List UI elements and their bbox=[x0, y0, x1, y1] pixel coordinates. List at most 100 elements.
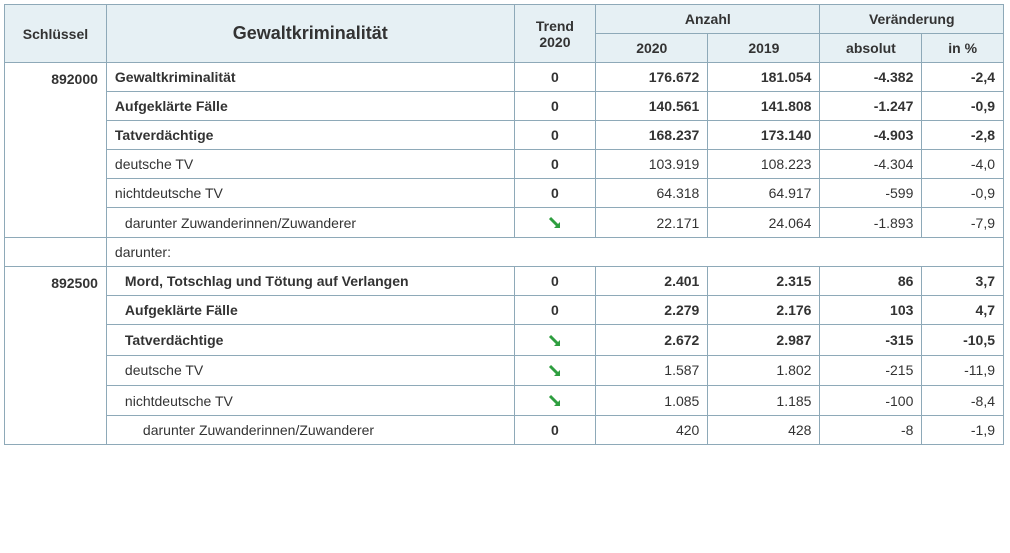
header-change: Veränderung bbox=[820, 5, 1004, 34]
value-pct: 3,7 bbox=[922, 267, 1004, 296]
header-trend: Trend 2020 bbox=[514, 5, 596, 63]
value-pct: -8,4 bbox=[922, 385, 1004, 415]
value-n2019: 1.185 bbox=[708, 385, 820, 415]
value-abs: -8 bbox=[820, 416, 922, 445]
group-key: 892000 bbox=[5, 63, 107, 238]
value-n2020: 2.279 bbox=[596, 296, 708, 325]
value-pct: -2,8 bbox=[922, 121, 1004, 150]
trend-cell: 0 bbox=[514, 63, 596, 92]
trend-cell: 0 bbox=[514, 267, 596, 296]
value-n2020: 420 bbox=[596, 416, 708, 445]
value-abs: -315 bbox=[820, 325, 922, 355]
value-n2020: 103.919 bbox=[596, 150, 708, 179]
value-abs: -599 bbox=[820, 179, 922, 208]
trend-down-icon bbox=[547, 393, 563, 409]
trend-cell: 0 bbox=[514, 296, 596, 325]
value-pct: -7,9 bbox=[922, 208, 1004, 238]
table-row: 892000Gewaltkriminalität0176.672181.054-… bbox=[5, 63, 1004, 92]
value-n2019: 24.064 bbox=[708, 208, 820, 238]
table-row: deutsche TV0103.919108.223-4.304-4,0 bbox=[5, 150, 1004, 179]
table-row: darunter Zuwanderinnen/Zuwanderer0420428… bbox=[5, 416, 1004, 445]
row-label: nichtdeutsche TV bbox=[106, 179, 514, 208]
value-n2020: 2.672 bbox=[596, 325, 708, 355]
row-label: Aufgeklärte Fälle bbox=[106, 92, 514, 121]
header-key: Schlüssel bbox=[5, 5, 107, 63]
separator-row: darunter: bbox=[5, 238, 1004, 267]
group-key: 892500 bbox=[5, 267, 107, 445]
trend-cell: 0 bbox=[514, 121, 596, 150]
trend-cell: 0 bbox=[514, 416, 596, 445]
value-abs: 86 bbox=[820, 267, 922, 296]
trend-cell bbox=[514, 355, 596, 385]
trend-cell: 0 bbox=[514, 150, 596, 179]
trend-cell bbox=[514, 325, 596, 355]
value-n2020: 22.171 bbox=[596, 208, 708, 238]
table-row: nichtdeutsche TV 1.0851.185-100-8,4 bbox=[5, 385, 1004, 415]
row-label: nichtdeutsche TV bbox=[106, 385, 514, 415]
value-n2020: 176.672 bbox=[596, 63, 708, 92]
value-n2019: 173.140 bbox=[708, 121, 820, 150]
separator-label: darunter: bbox=[106, 238, 1003, 267]
table-row: Aufgeklärte Fälle02.2792.1761034,7 bbox=[5, 296, 1004, 325]
row-label: Tatverdächtige bbox=[106, 325, 514, 355]
value-abs: -4.382 bbox=[820, 63, 922, 92]
header-pct: in % bbox=[922, 34, 1004, 63]
value-n2019: 428 bbox=[708, 416, 820, 445]
value-abs: -1.893 bbox=[820, 208, 922, 238]
trend-cell bbox=[514, 385, 596, 415]
table-row: darunter Zuwanderinnen/Zuwanderer 22.1712… bbox=[5, 208, 1004, 238]
table-row: Tatverdächtige 2.6722.987-315-10,5 bbox=[5, 325, 1004, 355]
trend-down-icon bbox=[547, 333, 563, 349]
header-abs: absolut bbox=[820, 34, 922, 63]
value-pct: -2,4 bbox=[922, 63, 1004, 92]
table-row: deutsche TV 1.5871.802-215-11,9 bbox=[5, 355, 1004, 385]
value-n2019: 64.917 bbox=[708, 179, 820, 208]
value-abs: -4.903 bbox=[820, 121, 922, 150]
trend-cell: 0 bbox=[514, 179, 596, 208]
table-row: Aufgeklärte Fälle0140.561141.808-1.247-0… bbox=[5, 92, 1004, 121]
value-n2019: 181.054 bbox=[708, 63, 820, 92]
row-label: darunter Zuwanderinnen/Zuwanderer bbox=[106, 208, 514, 238]
value-abs: -215 bbox=[820, 355, 922, 385]
value-n2019: 1.802 bbox=[708, 355, 820, 385]
value-n2019: 2.315 bbox=[708, 267, 820, 296]
header-2020: 2020 bbox=[596, 34, 708, 63]
trend-cell: 0 bbox=[514, 92, 596, 121]
value-n2020: 1.085 bbox=[596, 385, 708, 415]
crime-statistics-table: Schlüssel Gewaltkriminalität Trend 2020 … bbox=[4, 4, 1004, 445]
separator-key-blank bbox=[5, 238, 107, 267]
row-label: darunter Zuwanderinnen/Zuwanderer bbox=[106, 416, 514, 445]
value-n2019: 141.808 bbox=[708, 92, 820, 121]
header-2019: 2019 bbox=[708, 34, 820, 63]
header-count: Anzahl bbox=[596, 5, 820, 34]
value-n2020: 1.587 bbox=[596, 355, 708, 385]
value-abs: -100 bbox=[820, 385, 922, 415]
value-n2020: 64.318 bbox=[596, 179, 708, 208]
value-n2020: 168.237 bbox=[596, 121, 708, 150]
value-pct: -0,9 bbox=[922, 179, 1004, 208]
value-n2020: 140.561 bbox=[596, 92, 708, 121]
row-label: Aufgeklärte Fälle bbox=[106, 296, 514, 325]
value-pct: 4,7 bbox=[922, 296, 1004, 325]
table-body: 892000Gewaltkriminalität0176.672181.054-… bbox=[5, 63, 1004, 445]
value-abs: -4.304 bbox=[820, 150, 922, 179]
value-pct: -1,9 bbox=[922, 416, 1004, 445]
value-pct: -0,9 bbox=[922, 92, 1004, 121]
table-header: Schlüssel Gewaltkriminalität Trend 2020 … bbox=[5, 5, 1004, 63]
value-abs: -1.247 bbox=[820, 92, 922, 121]
trend-down-icon bbox=[547, 363, 563, 379]
value-abs: 103 bbox=[820, 296, 922, 325]
trend-down-icon bbox=[547, 215, 563, 231]
row-label: deutsche TV bbox=[106, 355, 514, 385]
value-pct: -10,5 bbox=[922, 325, 1004, 355]
table-row: Tatverdächtige0168.237173.140-4.903-2,8 bbox=[5, 121, 1004, 150]
value-n2019: 2.176 bbox=[708, 296, 820, 325]
row-label: Gewaltkriminalität bbox=[106, 63, 514, 92]
header-title: Gewaltkriminalität bbox=[106, 5, 514, 63]
value-pct: -11,9 bbox=[922, 355, 1004, 385]
row-label: Tatverdächtige bbox=[106, 121, 514, 150]
table-row: nichtdeutsche TV064.31864.917-599-0,9 bbox=[5, 179, 1004, 208]
value-pct: -4,0 bbox=[922, 150, 1004, 179]
table-row: 892500Mord, Totschlag und Tötung auf Ver… bbox=[5, 267, 1004, 296]
value-n2019: 2.987 bbox=[708, 325, 820, 355]
